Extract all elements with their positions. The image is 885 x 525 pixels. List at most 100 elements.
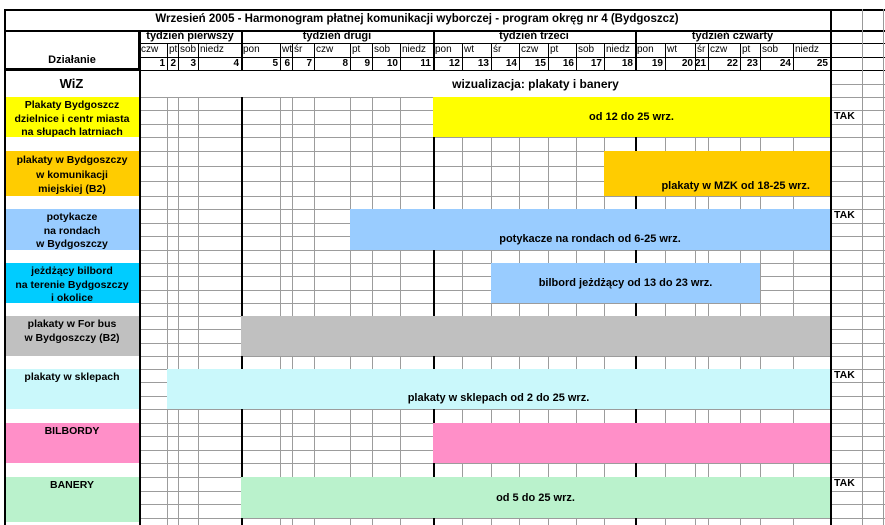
gridline-v — [314, 97, 315, 525]
gridline-v — [372, 97, 373, 525]
task-label-line: BANERY — [50, 479, 94, 491]
day-of-week-cell: niedz — [402, 44, 426, 55]
day-number-cell: 3 — [190, 58, 196, 69]
gridline-h — [832, 504, 885, 505]
task-bar — [241, 316, 830, 356]
task-label: plakaty w sklepach — [5, 369, 139, 409]
task-label-line: jeżdżący bilbord — [31, 265, 113, 277]
day-number-cell: 25 — [816, 58, 828, 69]
gridline-h — [139, 263, 830, 264]
gridline-h — [832, 477, 885, 478]
task-label-line: na rondach — [43, 224, 101, 237]
gridline-v — [708, 43, 709, 70]
gridline-h — [139, 166, 830, 167]
table-border — [4, 30, 885, 32]
confirm-badge: TAK — [834, 369, 855, 381]
gridline-v — [198, 43, 199, 70]
gridline-h — [139, 151, 830, 152]
task-bar — [433, 423, 830, 463]
task-label: Plakaty Bydgoszcz dzielnice i centr mias… — [5, 97, 139, 138]
gridline-h — [139, 290, 830, 291]
gridline-h — [832, 263, 885, 264]
gridline-v — [462, 97, 463, 525]
table-border — [4, 9, 6, 525]
gridline-v — [314, 43, 315, 70]
gridline-h — [832, 329, 885, 330]
day-number-cell: 18 — [621, 58, 633, 69]
day-number-cell: 15 — [534, 58, 546, 69]
task-bar: plakaty w MZK od 18-25 wrz. — [604, 151, 830, 196]
page-title: Wrzesień 2005 - Harmonogram płatnej komu… — [155, 13, 679, 25]
week-divider — [635, 97, 637, 525]
gridline-v — [462, 43, 463, 70]
gridline-v — [280, 97, 281, 525]
gridline-h — [139, 137, 830, 138]
gridline-h — [139, 518, 830, 519]
week-header-cell: tydzień pierwszy — [146, 30, 234, 42]
gridline-v — [400, 97, 401, 525]
gridline-h — [832, 303, 885, 304]
gridline-v — [604, 43, 605, 70]
gridline-v — [548, 43, 549, 70]
gridline-v — [178, 43, 179, 70]
day-number-cell: 13 — [477, 58, 489, 69]
gridline-v — [665, 97, 666, 525]
gridline-h — [832, 137, 885, 138]
week-divider — [635, 30, 637, 70]
task-bar: od 5 do 25 wrz. — [241, 477, 830, 518]
gridline-h — [832, 276, 885, 277]
day-number-cell: 6 — [284, 58, 290, 69]
gridline-h — [139, 303, 830, 304]
table-border — [139, 57, 885, 58]
week-header-cell: tydzień czwarty — [691, 30, 774, 42]
day-number-cell: 14 — [505, 58, 517, 69]
gridline-h — [832, 181, 885, 182]
gridline-v — [740, 43, 741, 70]
gridline-v — [350, 97, 351, 525]
day-of-week-cell: niedz — [200, 44, 224, 55]
gridline-h — [832, 110, 885, 111]
confirm-badge: TAK — [834, 110, 855, 122]
gridline-h — [832, 236, 885, 237]
task-label-line: w Bydgoszczy (B2) — [24, 331, 120, 344]
table-border — [883, 9, 884, 525]
task-label-line: potykacze — [46, 211, 98, 223]
gridline-v — [576, 43, 577, 70]
gridline-h — [832, 382, 885, 383]
week-divider — [241, 30, 243, 70]
day-of-week-cell: pon — [243, 44, 260, 55]
day-number-cell: 9 — [364, 58, 370, 69]
day-number-cell: 17 — [590, 58, 602, 69]
task-label: plakaty w For bus w Bydgoszczy (B2) — [5, 316, 139, 356]
day-of-week-cell: niedz — [795, 44, 819, 55]
task-label-line: plakaty w Bydgoszczy — [16, 154, 128, 166]
gridline-v — [695, 43, 696, 70]
week-header-cell: tydzień drugi — [302, 30, 372, 42]
table-border — [4, 70, 885, 71]
task-label-line: miejskiej (B2) — [38, 183, 106, 195]
gridline-h — [139, 196, 830, 197]
task-label-line: w komunikacji — [36, 168, 108, 181]
gridline-h — [139, 356, 830, 357]
gridline-h — [832, 196, 885, 197]
gridline-v — [576, 97, 577, 525]
day-number-cell: 19 — [651, 58, 663, 69]
gridline-h — [832, 223, 885, 224]
day-of-week-cell: pt — [352, 44, 361, 55]
day-number-cell: 22 — [726, 58, 738, 69]
day-of-week-cell: sob — [578, 44, 595, 55]
gridline-h — [832, 436, 885, 437]
task-label-line: Plakaty Bydgoszcz — [24, 99, 120, 111]
day-number-cell: 20 — [681, 58, 693, 69]
day-of-week-cell: niedz — [606, 44, 630, 55]
gridline-v — [400, 43, 401, 70]
day-number-cell: 10 — [386, 58, 398, 69]
gridline-v — [372, 43, 373, 70]
day-of-week-cell: pt — [742, 44, 751, 55]
day-of-week-cell: sob — [180, 44, 197, 55]
gridline-h — [832, 84, 885, 85]
gridline-h — [832, 166, 885, 167]
day-of-week-cell: sob — [374, 44, 391, 55]
gridline-h — [832, 97, 885, 98]
